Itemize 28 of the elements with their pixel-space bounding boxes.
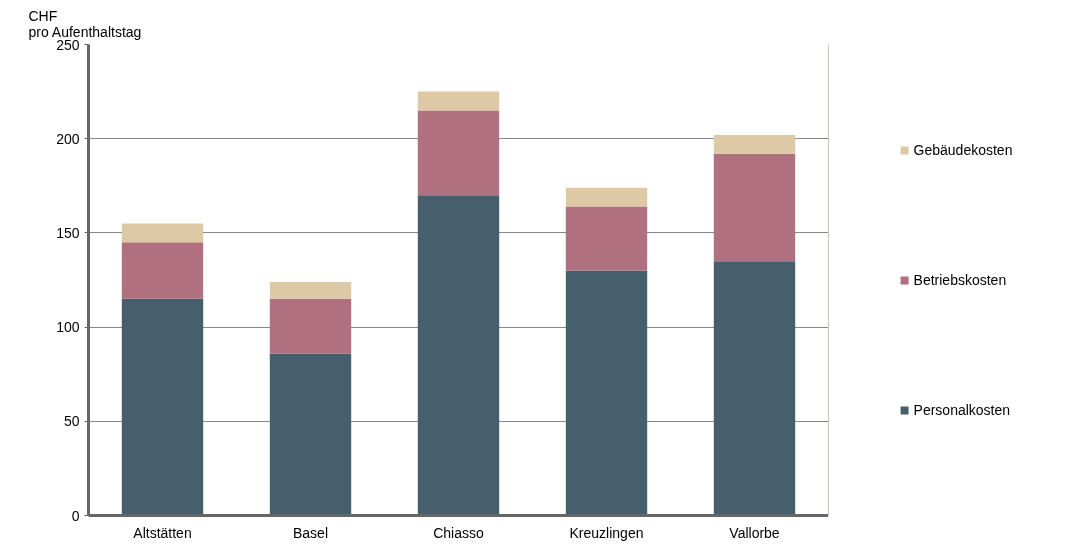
bar [417, 195, 500, 516]
legend-label: Personalkosten [913, 400, 1011, 420]
x-tick-label: Altstätten [133, 524, 192, 541]
x-tick-label: Chiasso [433, 524, 484, 541]
bar [121, 242, 204, 299]
x-tick-label: Vallorbe [729, 524, 780, 541]
bar [565, 187, 648, 207]
y-tick-label: 0 [71, 507, 80, 524]
legend-label: Gebäudekosten [913, 140, 1013, 160]
y-tick-label: 150 [56, 224, 80, 241]
bar [417, 110, 500, 196]
legend-label: Betriebskosten [913, 270, 1007, 290]
bar [269, 353, 352, 516]
bar [713, 261, 796, 516]
bar [121, 223, 204, 243]
x-tick-label: Basel [292, 524, 329, 541]
bar [713, 134, 796, 154]
bar [417, 91, 500, 111]
y-tick-label: 50 [63, 413, 80, 430]
bar [565, 206, 648, 271]
bar [713, 153, 796, 262]
bar [121, 298, 204, 516]
y-tick-label: 100 [56, 319, 80, 336]
y-tick-label: 200 [56, 130, 80, 147]
bar [565, 270, 648, 516]
bar [269, 281, 352, 299]
x-tick-label: Kreuzlingen [569, 524, 644, 541]
bar [269, 298, 352, 354]
